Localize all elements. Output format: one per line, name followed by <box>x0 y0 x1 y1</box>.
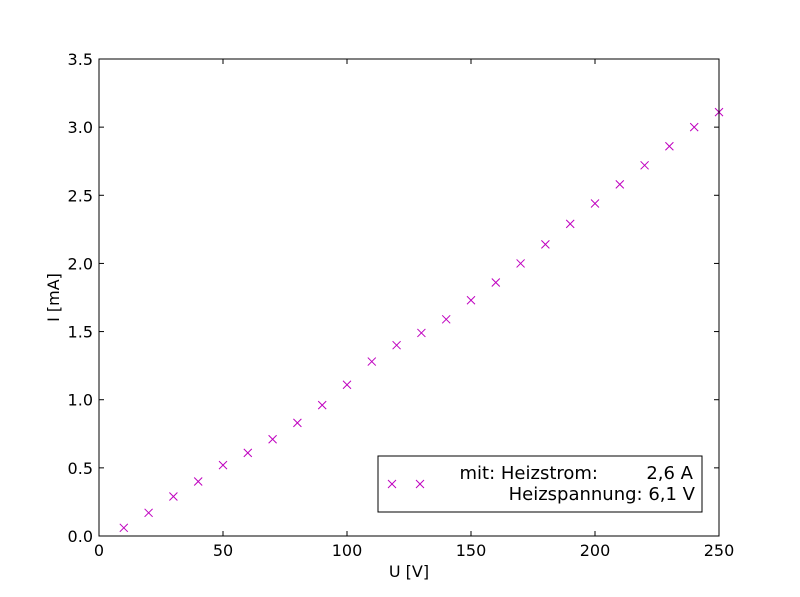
legend-heizstrom-label: mit: Heizstrom: <box>460 463 599 484</box>
x-tick-label: 50 <box>213 541 233 560</box>
data-point <box>218 460 228 470</box>
x-tick-labels: 0 50 100 150 200 250 <box>94 541 734 560</box>
data-point <box>665 141 674 151</box>
data-point <box>590 199 600 208</box>
legend-heizspannung: Heizspannung: 6,1 V <box>509 484 696 505</box>
y-tick-label: 1.0 <box>68 391 93 410</box>
x-tick-label: 200 <box>580 541 611 560</box>
y-tick-label: 0.5 <box>68 459 93 478</box>
y-tick-label: 2.0 <box>68 254 93 273</box>
y-tick-label: 3.0 <box>68 118 93 137</box>
y-tick-label: 1.5 <box>68 323 93 342</box>
y-tick-labels: 0.0 0.5 1.0 1.5 2.0 2.5 3.0 3.5 <box>68 50 93 546</box>
x-tick-label: 150 <box>456 541 487 560</box>
x-axis-label: U [V] <box>389 562 429 581</box>
legend-heizstrom-value: 2,6 A <box>646 463 693 484</box>
y-axis-label: I [mA] <box>44 273 63 322</box>
data-point <box>417 328 426 338</box>
data-point <box>466 295 476 305</box>
plot-frame <box>98 58 720 537</box>
data-point <box>293 418 302 428</box>
data-point <box>516 259 525 268</box>
y-tick-label: 3.5 <box>68 50 93 69</box>
legend-markers <box>387 479 425 489</box>
data-point <box>491 278 501 287</box>
data-point <box>367 357 377 366</box>
data-point <box>392 340 401 350</box>
legend-marker <box>387 479 397 489</box>
data-point <box>243 448 253 458</box>
data-point <box>565 219 575 229</box>
legend-marker <box>415 479 425 489</box>
legend: mit: Heizstrom: 2,6 A Heizspannung: 6,1 … <box>377 455 703 513</box>
x-tick-label: 250 <box>704 541 735 560</box>
x-tick-label: 0 <box>94 541 104 560</box>
data-point <box>193 477 203 486</box>
data-point <box>169 492 178 501</box>
y-tick-label: 0.0 <box>68 527 93 546</box>
data-point <box>144 508 153 518</box>
y-tick-label: 2.5 <box>68 186 93 205</box>
data-points <box>119 107 724 533</box>
data-point <box>441 314 451 324</box>
x-tick-label: 100 <box>332 541 363 560</box>
data-point <box>119 523 129 533</box>
data-point <box>317 400 327 410</box>
data-point <box>640 160 649 170</box>
legend-box <box>377 455 703 513</box>
data-point <box>615 180 625 189</box>
data-point <box>541 239 550 249</box>
data-point <box>342 380 352 390</box>
data-point <box>268 434 277 444</box>
data-point <box>689 122 699 132</box>
